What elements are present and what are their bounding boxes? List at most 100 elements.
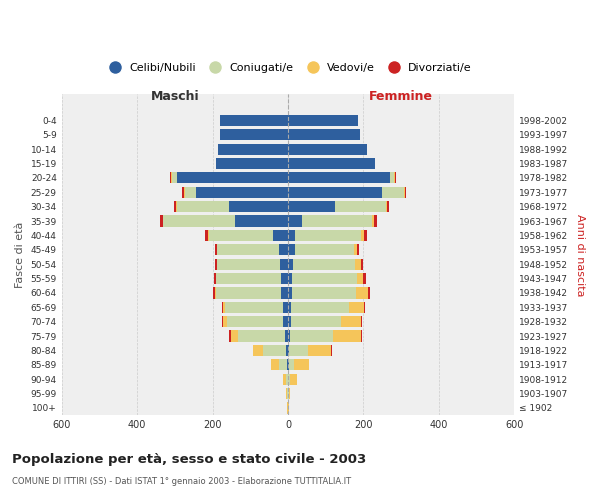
Bar — [387, 201, 389, 212]
Bar — [290, 330, 333, 342]
Bar — [295, 244, 355, 256]
Bar — [333, 330, 361, 342]
Bar — [289, 359, 295, 370]
Bar — [185, 186, 196, 198]
Bar — [163, 216, 235, 226]
Bar — [286, 374, 287, 385]
Bar — [287, 359, 288, 370]
Bar — [196, 186, 288, 198]
Bar — [404, 186, 405, 198]
Bar — [182, 186, 184, 198]
Y-axis label: Anni di nascita: Anni di nascita — [575, 214, 585, 296]
Bar — [356, 288, 368, 298]
Bar — [364, 302, 365, 313]
Bar — [394, 172, 395, 184]
Bar — [361, 316, 362, 328]
Bar — [216, 158, 288, 169]
Bar — [217, 258, 280, 270]
Bar — [395, 172, 396, 184]
Bar — [229, 330, 231, 342]
Bar — [295, 359, 308, 370]
Bar — [289, 388, 290, 399]
Bar — [281, 273, 288, 284]
Bar — [288, 330, 290, 342]
Bar — [231, 330, 238, 342]
Bar — [279, 359, 287, 370]
Bar — [288, 273, 292, 284]
Bar — [208, 230, 209, 241]
Bar — [220, 129, 288, 140]
Bar — [280, 258, 288, 270]
Bar — [374, 158, 376, 169]
Bar — [288, 158, 374, 169]
Bar — [220, 115, 288, 126]
Bar — [292, 273, 356, 284]
Bar — [215, 288, 216, 298]
Bar — [349, 302, 364, 313]
Bar — [221, 302, 223, 313]
Bar — [223, 316, 227, 328]
Text: Femmine: Femmine — [369, 90, 433, 103]
Bar — [225, 302, 283, 313]
Bar — [288, 316, 290, 328]
Bar — [286, 388, 287, 399]
Bar — [295, 230, 361, 241]
Bar — [213, 288, 215, 298]
Bar — [361, 230, 364, 241]
Bar — [288, 302, 291, 313]
Bar — [288, 172, 390, 184]
Bar — [292, 288, 356, 298]
Bar — [216, 288, 281, 298]
Bar — [160, 216, 163, 226]
Bar — [285, 330, 288, 342]
Bar — [217, 244, 278, 256]
Bar — [286, 345, 288, 356]
Bar — [221, 316, 223, 328]
Bar — [405, 186, 406, 198]
Bar — [288, 144, 367, 154]
Bar — [331, 345, 332, 356]
Bar — [273, 230, 288, 241]
Bar — [308, 345, 331, 356]
Bar — [215, 244, 217, 256]
Legend: Celibi/Nubili, Coniugati/e, Vedovi/e, Divorziati/e: Celibi/Nubili, Coniugati/e, Vedovi/e, Di… — [100, 58, 476, 78]
Bar — [215, 258, 217, 270]
Bar — [390, 172, 394, 184]
Bar — [223, 302, 225, 313]
Bar — [281, 288, 288, 298]
Bar — [291, 302, 349, 313]
Bar — [288, 230, 295, 241]
Bar — [176, 201, 229, 212]
Y-axis label: Fasce di età: Fasce di età — [15, 222, 25, 288]
Bar — [215, 158, 216, 169]
Bar — [218, 144, 288, 154]
Bar — [263, 345, 286, 356]
Bar — [229, 201, 288, 212]
Bar — [374, 216, 377, 226]
Bar — [174, 201, 176, 212]
Bar — [386, 201, 387, 212]
Bar — [271, 359, 279, 370]
Bar — [302, 216, 372, 226]
Bar — [216, 273, 281, 284]
Bar — [341, 316, 361, 328]
Bar — [288, 359, 289, 370]
Bar — [288, 216, 302, 226]
Bar — [288, 115, 358, 126]
Bar — [355, 244, 358, 256]
Bar — [382, 186, 404, 198]
Bar — [372, 216, 374, 226]
Bar — [176, 172, 288, 184]
Bar — [235, 216, 288, 226]
Bar — [184, 186, 185, 198]
Bar — [253, 345, 263, 356]
Bar — [361, 330, 362, 342]
Bar — [368, 288, 370, 298]
Bar — [205, 230, 208, 241]
Bar — [364, 230, 367, 241]
Bar — [289, 345, 308, 356]
Bar — [288, 288, 292, 298]
Bar — [358, 244, 359, 256]
Bar — [283, 302, 288, 313]
Bar — [172, 172, 176, 184]
